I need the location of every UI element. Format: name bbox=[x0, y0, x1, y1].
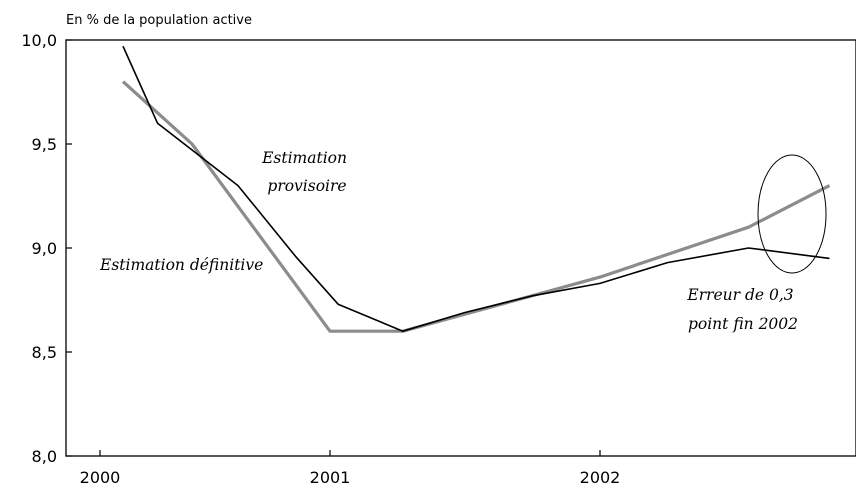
x-tick-label: 2001 bbox=[310, 468, 351, 487]
x-tick-label: 2000 bbox=[80, 468, 121, 487]
annotation-erreur: Erreur de 0,3 point fin 2002 bbox=[686, 286, 798, 333]
y-tick-label: 10,0 bbox=[21, 31, 57, 50]
series-line-estimation-provisoire bbox=[122, 45, 830, 333]
plot-frame bbox=[65, 39, 856, 457]
x-axis: 2000 2001 2002 bbox=[80, 450, 621, 487]
unit-label: En % de la population active bbox=[66, 13, 252, 28]
y-tick-label: 8,5 bbox=[32, 343, 57, 362]
y-tick-label: 9,0 bbox=[32, 239, 57, 258]
y-axis: 10,0 9,5 9,0 8,5 8,0 bbox=[21, 31, 72, 466]
y-tick-label: 8,0 bbox=[32, 447, 57, 466]
y-tick-label: 9,5 bbox=[32, 135, 57, 154]
highlight-ellipse bbox=[757, 154, 827, 274]
annotation-estimation-provisoire: Estimation provisoire bbox=[261, 149, 352, 195]
annotation-estimation-definitive: Estimation définitive bbox=[99, 256, 263, 274]
x-tick-label: 2002 bbox=[580, 468, 621, 487]
